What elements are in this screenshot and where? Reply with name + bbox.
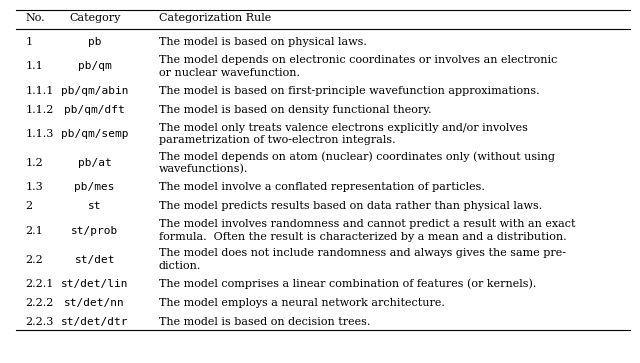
Text: The model depends on electronic coordinates or involves an electronic: The model depends on electronic coordina…	[159, 55, 557, 65]
Text: pb/qm: pb/qm	[78, 61, 111, 72]
Text: 2.2.1: 2.2.1	[26, 279, 54, 289]
Text: The model employs a neural network architecture.: The model employs a neural network archi…	[159, 298, 445, 308]
Text: 1.1.2: 1.1.2	[26, 105, 54, 115]
Text: The model predicts results based on data rather than physical laws.: The model predicts results based on data…	[159, 201, 542, 211]
Text: pb/qm/abin: pb/qm/abin	[61, 86, 129, 95]
Text: 2.2.3: 2.2.3	[26, 317, 54, 327]
Text: 2.2.2: 2.2.2	[26, 298, 54, 308]
Text: Categorization Rule: Categorization Rule	[159, 13, 271, 23]
Text: st/det/dtr: st/det/dtr	[61, 317, 129, 327]
Text: The model involves randomness and cannot predict a result with an exact: The model involves randomness and cannot…	[159, 219, 575, 229]
Text: The model does not include randomness and always gives the same pre-: The model does not include randomness an…	[159, 248, 566, 258]
Text: st/det: st/det	[74, 254, 115, 265]
Text: 1.1.1: 1.1.1	[26, 86, 54, 95]
Text: or nuclear wavefunction.: or nuclear wavefunction.	[159, 68, 300, 78]
Text: The model is based on density functional theory.: The model is based on density functional…	[159, 105, 431, 115]
Text: pb/at: pb/at	[78, 158, 111, 168]
Text: The model involve a conflated representation of particles.: The model involve a conflated representa…	[159, 182, 484, 192]
Text: diction.: diction.	[159, 261, 201, 271]
Text: 2: 2	[26, 201, 33, 211]
Text: pb/qm/dft: pb/qm/dft	[65, 105, 125, 115]
Text: 2.2: 2.2	[26, 254, 44, 265]
Text: st/det/lin: st/det/lin	[61, 279, 129, 289]
Text: pb: pb	[88, 37, 102, 47]
Text: 1.1: 1.1	[26, 61, 44, 72]
Text: st: st	[88, 201, 102, 211]
Text: pb/qm/semp: pb/qm/semp	[61, 129, 129, 139]
Text: The model comprises a linear combination of features (or kernels).: The model comprises a linear combination…	[159, 278, 536, 289]
Text: No.: No.	[26, 13, 45, 23]
Text: formula.  Often the result is characterized by a mean and a distribution.: formula. Often the result is characteriz…	[159, 232, 566, 242]
Text: The model only treats valence electrons explicitly and/or involves: The model only treats valence electrons …	[159, 123, 527, 133]
Text: The model is based on first-principle wavefunction approximations.: The model is based on first-principle wa…	[159, 86, 540, 95]
Text: parametrization of two-electron integrals.: parametrization of two-electron integral…	[159, 135, 396, 145]
Text: wavefunctions).: wavefunctions).	[159, 164, 248, 174]
Text: 2.1: 2.1	[26, 225, 44, 236]
Text: 1.3: 1.3	[26, 182, 44, 192]
Text: The model is based on physical laws.: The model is based on physical laws.	[159, 37, 367, 47]
Text: 1.2: 1.2	[26, 158, 44, 168]
Text: The model is based on decision trees.: The model is based on decision trees.	[159, 317, 370, 327]
Text: st/det/nn: st/det/nn	[65, 298, 125, 308]
Text: Category: Category	[69, 13, 120, 23]
Text: The model depends on atom (nuclear) coordinates only (without using: The model depends on atom (nuclear) coor…	[159, 151, 555, 162]
Text: pb/mes: pb/mes	[74, 182, 115, 192]
Text: st/prob: st/prob	[71, 225, 118, 236]
Text: 1.1.3: 1.1.3	[26, 129, 54, 139]
Text: 1: 1	[26, 37, 33, 47]
